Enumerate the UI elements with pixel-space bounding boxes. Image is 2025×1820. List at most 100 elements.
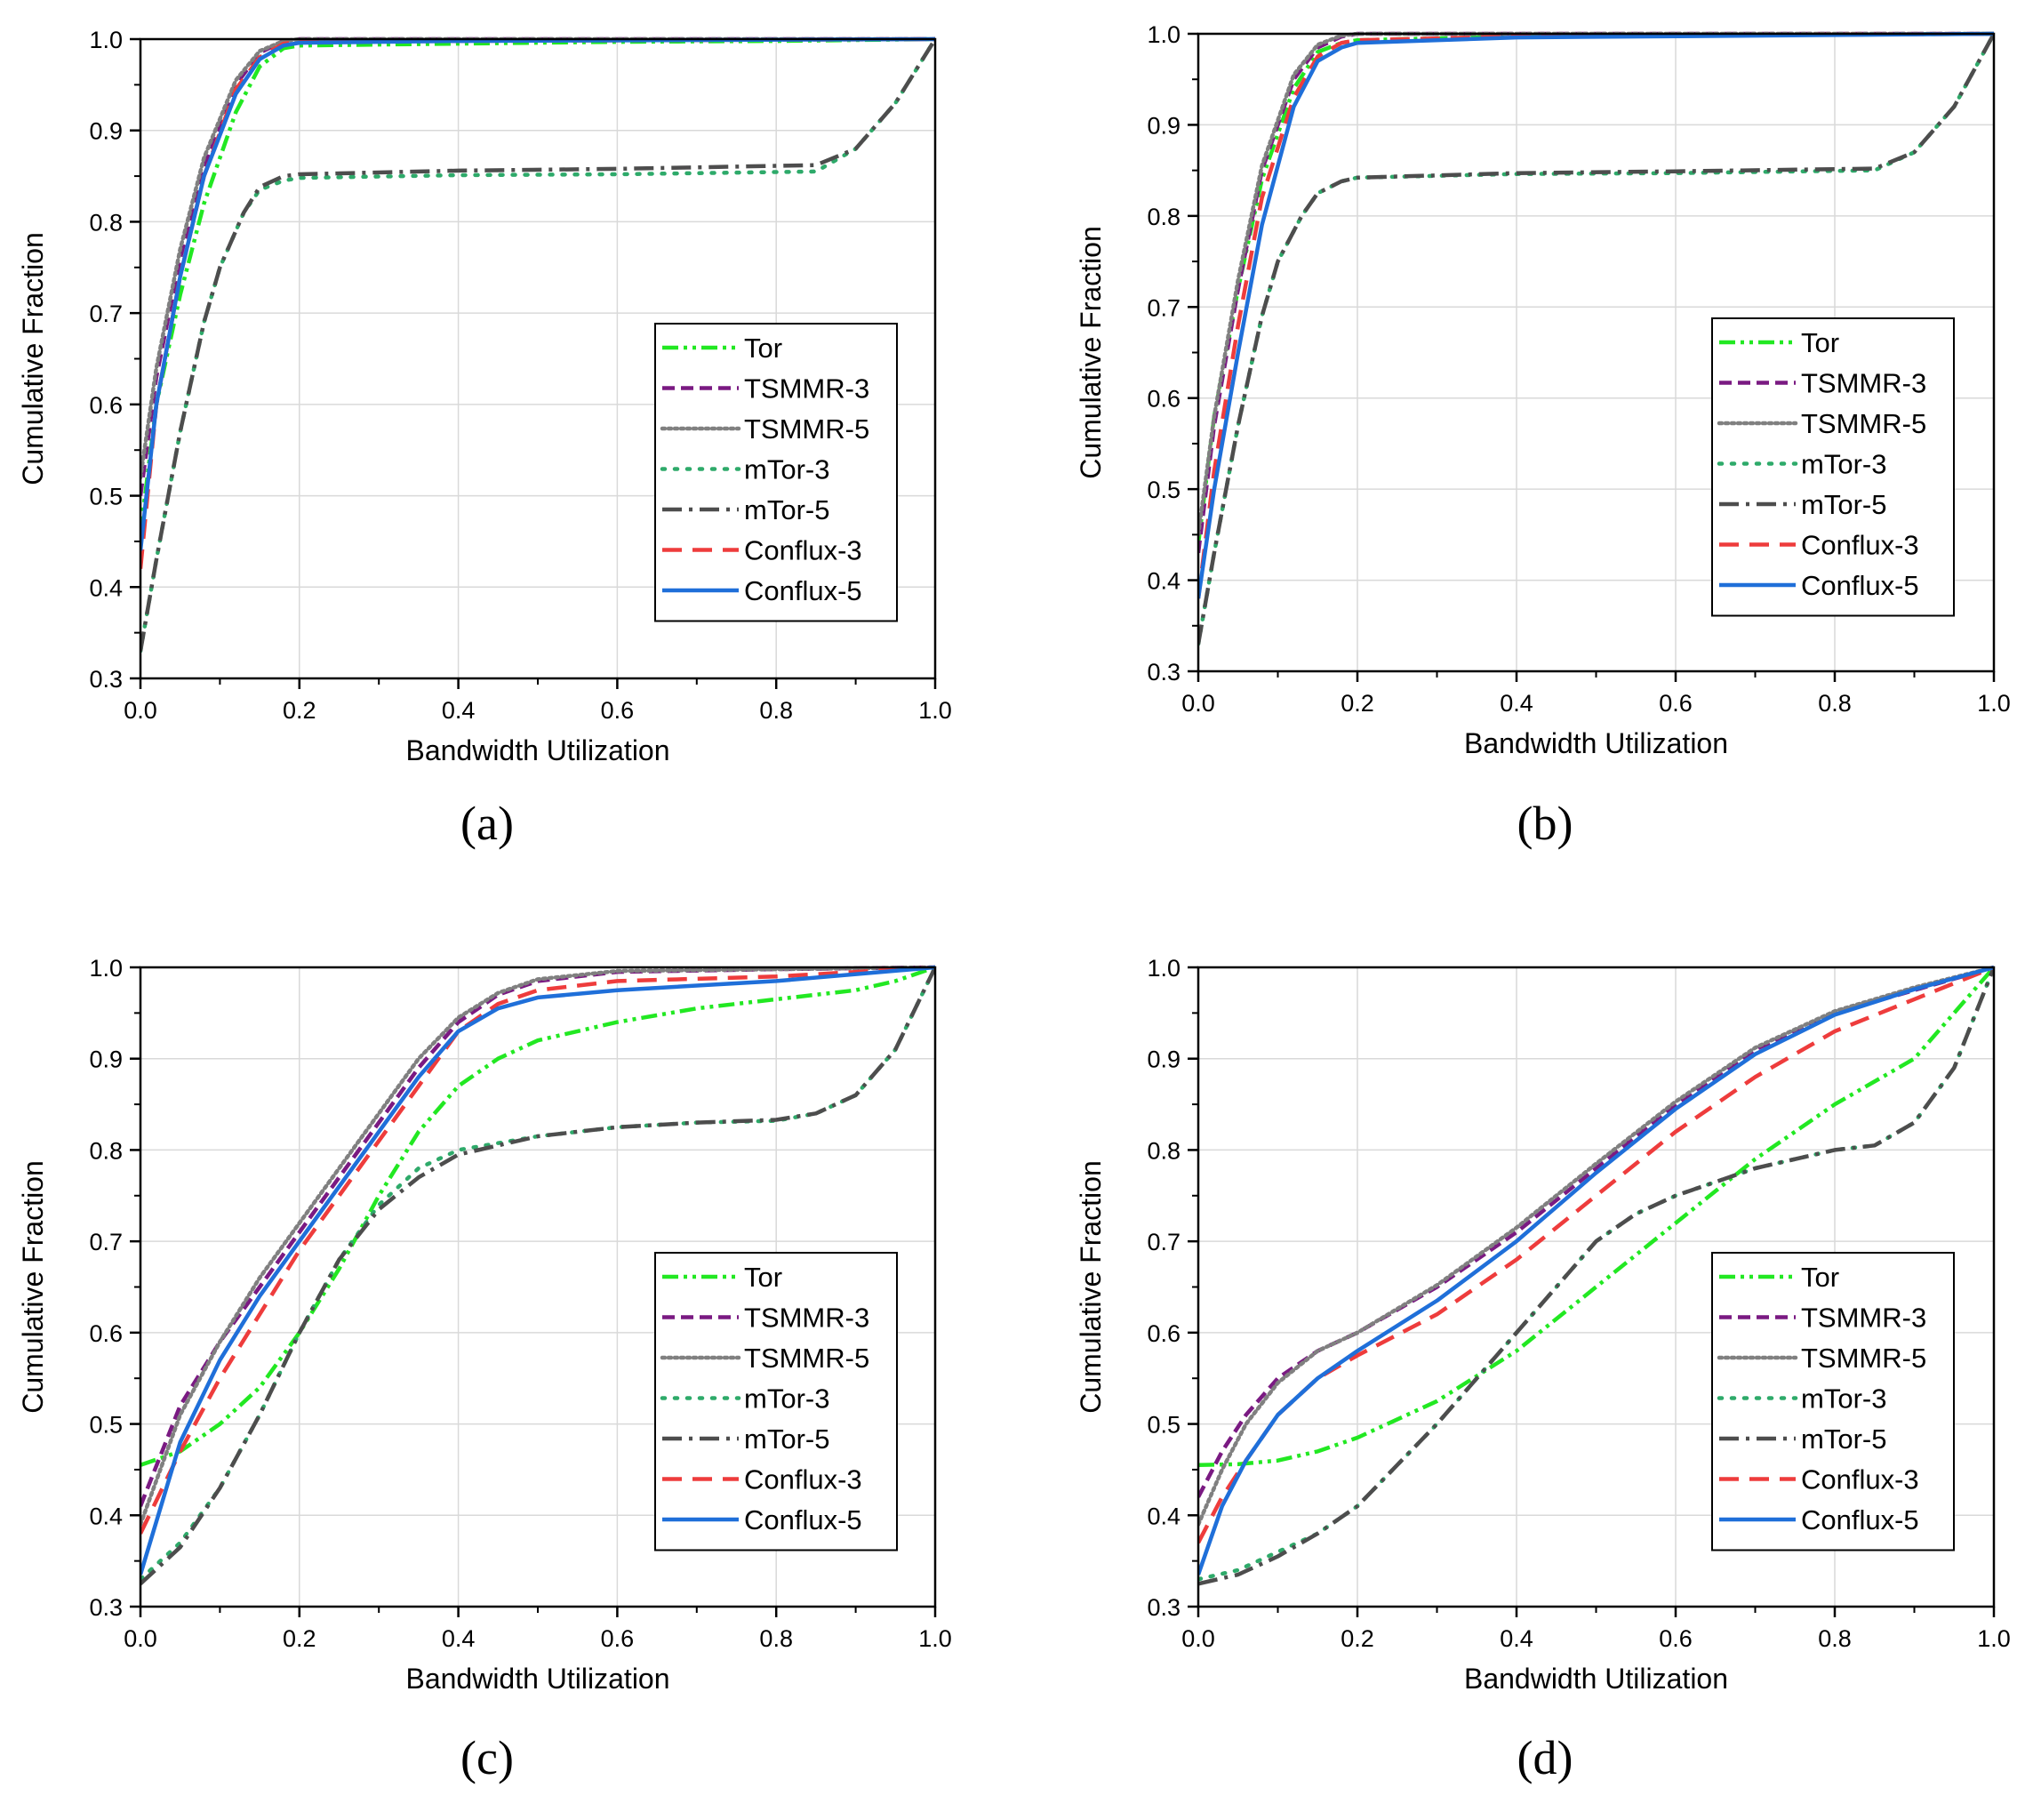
x-axis-title: Bandwidth Utilization	[405, 734, 669, 766]
legend-label-tsmmr-5: TSMMR-5	[744, 1343, 869, 1374]
legend-label-tsmmr-5: TSMMR-5	[744, 413, 869, 445]
y-tick-label: 1.0	[89, 955, 123, 982]
legend-label-mtor-3: mTor-3	[1801, 1383, 1886, 1415]
y-tick-label: 0.6	[1147, 386, 1181, 413]
x-tick-label: 0.4	[442, 1625, 476, 1652]
panel-label: (a)	[460, 797, 514, 850]
x-tick-label: 0.6	[1659, 690, 1693, 717]
y-tick-label: 0.7	[1147, 1229, 1181, 1255]
series-line-mtor-3	[140, 965, 935, 1582]
legend-label-tsmmr-3: TSMMR-3	[744, 1303, 869, 1334]
y-tick-label: 0.3	[89, 666, 123, 693]
x-tick-label: 0.6	[1659, 1625, 1693, 1652]
series-line-tor	[1198, 31, 1994, 544]
legend: Tor TSMMR-3 TSMMR-5 mTor-3 mTor-5 Conflux-3 Co…	[654, 323, 898, 622]
y-tick-label: 1.0	[1147, 21, 1181, 48]
x-tick-label: 1.0	[918, 1625, 952, 1652]
y-tick-label: 0.7	[89, 1229, 123, 1255]
series-line-tsmmr-5	[1198, 965, 1994, 1527]
legend-label-mtor-3: mTor-3	[744, 1383, 829, 1415]
series-line-tor	[1198, 966, 1994, 1468]
x-tick-label: 1.0	[1977, 1625, 2011, 1652]
x-tick-label: 0.0	[124, 697, 157, 724]
y-tick-label: 0.5	[89, 1412, 123, 1439]
y-tick-label: 0.8	[1147, 1137, 1181, 1164]
legend-label-conflux-5: Conflux-5	[744, 1504, 862, 1535]
y-tick-label: 0.3	[1147, 659, 1181, 686]
x-tick-label: 0.2	[283, 1625, 316, 1652]
legend-label-mtor-5: mTor-5	[744, 1423, 829, 1455]
x-tick-label: 0.4	[1500, 690, 1533, 717]
y-tick-label: 0.4	[1147, 1503, 1181, 1529]
y-tick-label: 0.5	[89, 484, 123, 510]
series-line-conflux-5	[140, 965, 935, 1575]
legend-box	[654, 1252, 898, 1551]
x-tick-label: 0.8	[1818, 690, 1852, 717]
panel-label: (d)	[1517, 1731, 1573, 1784]
chart-panel-d: 0.0 0.2 0.4 0.6 0.8 1.0 0.3 0.4 0.5 0.6 0.7 0.8 0.9 1…	[1075, 955, 2011, 1784]
chart-panel-a: 0.0 0.2 0.4 0.6 0.8 1.0 0.3 0.4 0.5 0.6 0.7 0.8 0.9 1…	[17, 27, 952, 850]
y-tick-label: 0.7	[1147, 294, 1181, 321]
legend-label-tsmmr-3: TSMMR-3	[1801, 368, 1926, 399]
x-tick-label: 0.6	[601, 1625, 635, 1652]
series-line-tsmmr-3	[1198, 965, 1994, 1498]
x-tick-label: 1.0	[918, 697, 952, 724]
x-tick-label: 0.2	[283, 697, 316, 724]
x-axis-title: Bandwidth Utilization	[1464, 727, 1728, 759]
y-tick-label: 0.6	[89, 1320, 123, 1347]
y-tick-label: 0.4	[89, 574, 123, 601]
y-tick-label: 0.6	[1147, 1320, 1181, 1347]
x-tick-label: 0.8	[759, 697, 793, 724]
y-tick-label: 0.3	[89, 1594, 123, 1621]
y-tick-label: 1.0	[89, 27, 123, 53]
legend-label-conflux-3: Conflux-3	[1801, 1464, 1919, 1495]
legend-label-conflux-3: Conflux-3	[744, 535, 862, 566]
legend-box	[654, 323, 898, 622]
y-axis-title: Cumulative Fraction	[17, 232, 49, 485]
legend-box	[1711, 317, 1955, 617]
y-tick-label: 0.8	[1147, 204, 1181, 230]
x-tick-label: 0.2	[1341, 690, 1374, 717]
legend-label-tor: Tor	[1801, 327, 1839, 358]
x-tick-label: 0.8	[759, 1625, 793, 1652]
y-tick-label: 0.4	[89, 1503, 123, 1529]
panel-label: (b)	[1517, 797, 1573, 850]
legend-label-conflux-3: Conflux-3	[744, 1464, 862, 1495]
series-line-tsmmr-5	[140, 965, 935, 1527]
x-tick-label: 0.0	[1181, 690, 1215, 717]
legend-box	[1711, 1252, 1955, 1551]
series-line-mtor-3	[140, 36, 935, 653]
y-tick-label: 0.5	[1147, 1412, 1181, 1439]
legend-label-mtor-5: mTor-5	[744, 494, 829, 525]
chart-panel-c: 0.0 0.2 0.4 0.6 0.8 1.0 0.3 0.4 0.5 0.6 0.7 0.8 0.9 1…	[17, 955, 952, 1784]
legend-label-tsmmr-3: TSMMR-3	[744, 373, 869, 405]
x-axis-title: Bandwidth Utilization	[405, 1663, 669, 1695]
legend-label-tsmmr-5: TSMMR-5	[1801, 408, 1926, 439]
legend-label-tsmmr-5: TSMMR-5	[1801, 1343, 1926, 1374]
legend-label-tsmmr-3: TSMMR-3	[1801, 1303, 1926, 1334]
y-axis-title: Cumulative Fraction	[1075, 1160, 1107, 1414]
y-tick-label: 0.9	[89, 118, 123, 145]
series-line-tor	[140, 965, 935, 1467]
x-tick-label: 0.0	[1181, 1625, 1215, 1652]
x-tick-label: 0.2	[1341, 1625, 1374, 1652]
legend-label-tor: Tor	[744, 1262, 782, 1293]
x-tick-label: 0.4	[442, 697, 476, 724]
x-tick-label: 0.6	[601, 697, 635, 724]
y-tick-label: 0.6	[89, 392, 123, 419]
legend-label-mtor-5: mTor-5	[1801, 489, 1886, 520]
x-tick-label: 0.4	[1500, 1625, 1533, 1652]
x-tick-label: 0.0	[124, 1625, 157, 1652]
series-line-mtor-5	[1198, 966, 1994, 1586]
legend-label-conflux-5: Conflux-5	[1801, 570, 1919, 601]
y-tick-label: 0.9	[1147, 112, 1181, 139]
series-line-conflux-5	[140, 36, 935, 551]
panel-label: (c)	[460, 1731, 514, 1784]
x-axis-title: Bandwidth Utilization	[1464, 1663, 1728, 1695]
legend-label-mtor-3: mTor-3	[1801, 449, 1886, 480]
legend: Tor TSMMR-3 TSMMR-5 mTor-3 mTor-5 Conflux-3 Co…	[654, 1252, 898, 1551]
legend-label-tor: Tor	[744, 333, 782, 364]
chart-panel-b: 0.0 0.2 0.4 0.6 0.8 1.0 0.3 0.4 0.5 0.6 0.7 0.8 0.9 1…	[1075, 21, 2011, 850]
legend-label-conflux-5: Conflux-5	[1801, 1504, 1919, 1535]
y-tick-label: 0.9	[1147, 1046, 1181, 1073]
